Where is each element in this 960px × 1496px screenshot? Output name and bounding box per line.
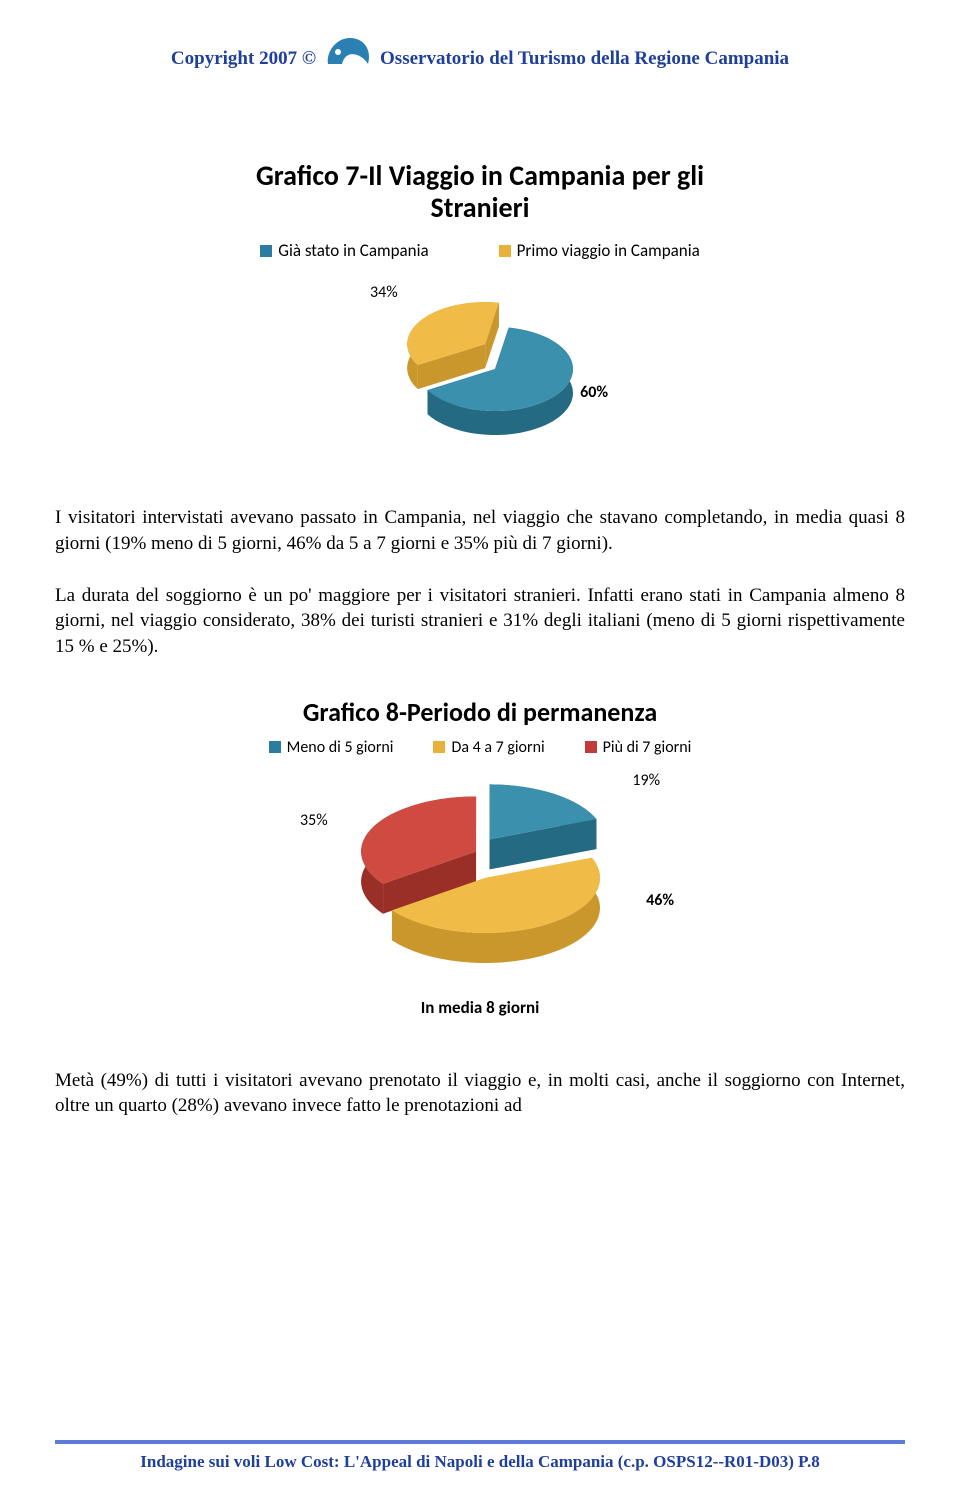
pie-icon: [400, 299, 580, 449]
copyright-text: Copyright 2007 ©: [171, 48, 316, 70]
chart-8-title: Grafico 8-Periodo di permanenza: [200, 696, 760, 728]
legend-item: Più di 7 giorni: [585, 738, 692, 757]
legend-swatch-icon: [269, 741, 281, 753]
body-paragraph-3: Metà (49%) di tutti i visitatori avevano…: [55, 1068, 905, 1119]
chart-7-title: Grafico 7-Il Viaggio in Campania per gli…: [200, 160, 760, 224]
chart-8-caption: In media 8 giorni: [200, 997, 760, 1018]
legend-label: Già stato in Campania: [278, 240, 428, 261]
legend-swatch-icon: [585, 741, 597, 753]
chart-8: Grafico 8-Periodo di permanenza Meno di …: [200, 696, 760, 1018]
chart-7-title-line2: Stranieri: [431, 190, 530, 225]
chart-7: Grafico 7-Il Viaggio in Campania per gli…: [200, 160, 760, 449]
chart-7-title-line1: Grafico 7-Il Viaggio in Campania per gli: [256, 158, 704, 193]
legend-label: Meno di 5 giorni: [287, 738, 394, 757]
chart-8-pie: 19% 35% 46%: [260, 771, 700, 981]
footer-rule: [55, 1440, 905, 1444]
pie-icon: [350, 783, 610, 973]
datalabel-primo-viaggio: 34%: [370, 283, 398, 302]
legend-item: Già stato in Campania: [260, 240, 428, 261]
body-paragraph-1: I visitatori intervistati avevano passat…: [55, 505, 905, 556]
chart-7-pie: 34% 60%: [330, 279, 630, 449]
legend-swatch-icon: [433, 741, 445, 753]
datalabel-meno5: 19%: [632, 771, 660, 790]
organization-title: Osservatorio del Turismo della Regione C…: [380, 48, 789, 70]
legend-item: Primo viaggio in Campania: [499, 240, 700, 261]
legend-label: Primo viaggio in Campania: [517, 240, 700, 261]
legend-swatch-icon: [260, 245, 272, 257]
page-header: Copyright 2007 © Osservatorio del Turism…: [55, 30, 905, 70]
legend-label: Da 4 a 7 giorni: [451, 738, 544, 757]
body-paragraph-2: La durata del soggiorno è un po' maggior…: [55, 583, 905, 660]
footer-text: Indagine sui voli Low Cost: L'Appeal di …: [0, 1452, 960, 1472]
datalabel-gia-stato: 60%: [580, 383, 608, 402]
legend-label: Più di 7 giorni: [603, 738, 692, 757]
datalabel-4a7: 46%: [646, 891, 674, 910]
chart-7-legend: Già stato in Campania Primo viaggio in C…: [200, 240, 760, 261]
chart-8-legend: Meno di 5 giorni Da 4 a 7 giorni Più di …: [200, 738, 760, 757]
legend-item: Meno di 5 giorni: [269, 738, 394, 757]
legend-swatch-icon: [499, 245, 511, 257]
logo-icon: [322, 30, 374, 70]
datalabel-piu7: 35%: [300, 811, 328, 830]
document-page: Copyright 2007 © Osservatorio del Turism…: [0, 0, 960, 1496]
legend-item: Da 4 a 7 giorni: [433, 738, 544, 757]
